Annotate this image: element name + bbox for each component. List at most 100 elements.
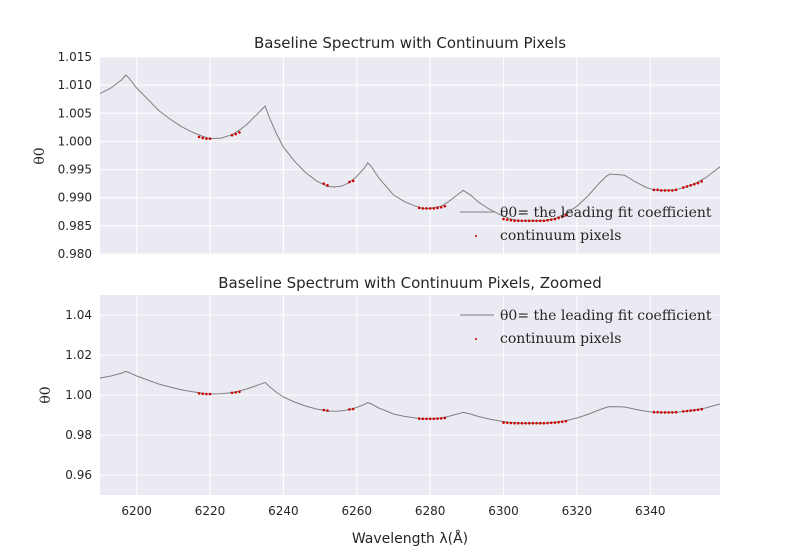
continuum-pixel-point bbox=[208, 137, 212, 140]
y-tick-label: 0.990 bbox=[58, 191, 92, 205]
continuum-pixel-point bbox=[436, 417, 439, 420]
continuum-pixel-point bbox=[509, 421, 513, 425]
continuum-pixel-point bbox=[682, 186, 685, 189]
continuum-pixel-point bbox=[505, 218, 509, 221]
continuum-pixel-point bbox=[524, 421, 527, 425]
continuum-pixel-point bbox=[205, 137, 208, 140]
continuum-pixel-point bbox=[513, 421, 516, 425]
continuum-pixel-point bbox=[546, 421, 549, 425]
top-series bbox=[99, 74, 721, 223]
top-y-axis-label: θ0 bbox=[32, 147, 48, 164]
bottom-legend-point-swatch bbox=[475, 338, 477, 340]
bottom-series bbox=[99, 370, 721, 425]
continuum-pixel-point bbox=[197, 392, 201, 395]
continuum-pixel-point bbox=[326, 409, 329, 412]
continuum-pixel-point bbox=[535, 421, 538, 425]
continuum-pixel-point bbox=[660, 411, 663, 414]
bottom-y-tick-labels: 0.96 0.98 1.00 1.02 1.04 bbox=[65, 308, 92, 482]
y-tick-label: 1.010 bbox=[58, 78, 92, 92]
bottom-legend-line-label: θ0= the leading fit coefficient bbox=[500, 308, 712, 324]
top-legend: θ0= the leading fit coefficient continuu… bbox=[460, 205, 712, 244]
continuum-pixel-point bbox=[432, 417, 436, 421]
continuum-pixel-point bbox=[553, 217, 557, 221]
continuum-pixel-point bbox=[322, 182, 326, 185]
continuum-pixel-point bbox=[674, 188, 678, 192]
continuum-pixel-point bbox=[439, 417, 443, 420]
continuum-pixel-point bbox=[516, 219, 520, 223]
continuum-pixel-point bbox=[197, 135, 201, 139]
continuum-pixel-point bbox=[557, 216, 560, 220]
bottom-grid bbox=[100, 295, 720, 495]
continuum-pixel-point bbox=[351, 179, 355, 183]
continuum-pixel-point bbox=[436, 206, 439, 210]
continuum-pixel-point bbox=[234, 132, 238, 136]
x-tick-label: 6280 bbox=[415, 504, 446, 518]
continuum-pixel-point bbox=[693, 182, 696, 186]
x-tick-label: 6200 bbox=[121, 504, 152, 518]
continuum-pixel-point bbox=[538, 421, 542, 425]
continuum-pixel-point bbox=[509, 218, 513, 222]
continuum-pixel-point bbox=[516, 421, 520, 425]
spectrum-line bbox=[99, 370, 721, 424]
continuum-pixel-point bbox=[538, 219, 542, 223]
continuum-pixel-point bbox=[238, 390, 241, 394]
x-tick-label: 6300 bbox=[488, 504, 519, 518]
continuum-pixel-point bbox=[425, 417, 428, 421]
y-tick-label: 0.980 bbox=[58, 247, 92, 261]
continuum-pixel-point bbox=[696, 408, 700, 412]
y-tick-label: 1.04 bbox=[65, 308, 92, 322]
top-plot-area bbox=[100, 57, 720, 254]
continuum-pixel-point bbox=[527, 421, 531, 425]
continuum-pixel-point bbox=[417, 206, 421, 210]
bottom-y-axis-label: θ0 bbox=[38, 386, 54, 403]
continuum-pixel-point bbox=[505, 421, 509, 425]
continuum-pixel-point bbox=[502, 421, 505, 424]
continuum-pixel-point bbox=[443, 416, 447, 420]
continuum-pixel-point bbox=[560, 420, 564, 424]
bottom-chart-title: Baseline Spectrum with Continuum Pixels,… bbox=[218, 274, 602, 292]
continuum-pixel-point bbox=[326, 184, 329, 187]
continuum-pixel-point bbox=[531, 421, 535, 425]
continuum-pixel-point bbox=[432, 207, 436, 210]
continuum-pixel-point bbox=[531, 219, 535, 223]
continuum-pixel-point bbox=[652, 410, 656, 414]
continuum-pixel-point bbox=[502, 217, 505, 221]
continuum-pixel-point bbox=[348, 180, 351, 184]
continuum-pixel-point bbox=[560, 215, 564, 219]
continuum-pixel-point bbox=[663, 411, 667, 414]
continuum-pixel-point bbox=[689, 409, 692, 412]
continuum-pixel-point bbox=[421, 417, 425, 421]
continuum-pixel-point bbox=[439, 205, 443, 209]
y-tick-label: 0.96 bbox=[65, 468, 92, 482]
continuum-pixel-point bbox=[535, 219, 538, 223]
continuum-pixel-point bbox=[425, 207, 428, 210]
continuum-pixel-point bbox=[230, 133, 234, 137]
x-tick-label: 6260 bbox=[342, 504, 373, 518]
continuum-pixel-point bbox=[549, 218, 553, 221]
bottom-x-tick-labels: 6200 6220 6240 6260 6280 6300 6320 6340 bbox=[121, 504, 665, 518]
continuum-pixel-point bbox=[557, 420, 560, 424]
top-y-tick-labels: 0.980 0.985 0.990 0.995 1.000 1.005 1.010 1.015 bbox=[58, 50, 92, 261]
continuum-pixel-point bbox=[660, 189, 663, 192]
continuum-pixel-point bbox=[513, 219, 516, 223]
x-tick-label: 6240 bbox=[268, 504, 299, 518]
x-tick-label: 6320 bbox=[562, 504, 593, 518]
continuum-pixel-point bbox=[230, 391, 234, 395]
continuum-pixel-point bbox=[696, 181, 700, 185]
continuum-pixel-point bbox=[527, 219, 531, 223]
continuum-pixel-point bbox=[667, 411, 670, 414]
x-axis-label: Wavelength λ(Å) bbox=[352, 530, 468, 547]
continuum-pixel-point bbox=[443, 204, 447, 208]
top-legend-point-label: continuum pixels bbox=[500, 228, 621, 244]
top-grid bbox=[100, 56, 720, 255]
continuum-pixel-point bbox=[685, 409, 689, 413]
y-tick-label: 1.00 bbox=[65, 388, 92, 402]
y-tick-label: 1.015 bbox=[58, 50, 92, 64]
top-panel: Baseline Spectrum with Continuum Pixels … bbox=[32, 34, 721, 261]
continuum-pixel-point bbox=[238, 131, 241, 134]
continuum-pixel-point bbox=[208, 392, 212, 396]
continuum-pixel-point bbox=[428, 417, 432, 421]
bottom-panel: Baseline Spectrum with Continuum Pixels,… bbox=[38, 274, 721, 547]
continuum-pixel-point bbox=[428, 207, 432, 210]
